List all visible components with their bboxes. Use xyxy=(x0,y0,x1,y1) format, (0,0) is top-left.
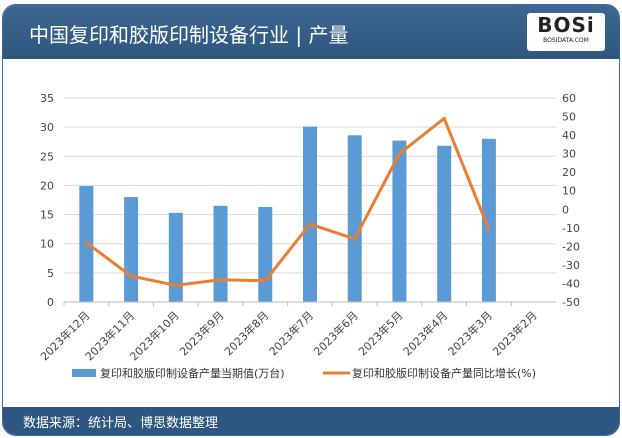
y-left-tick-label: 30 xyxy=(40,121,54,134)
x-tick-label: 2023年9月 xyxy=(176,308,226,358)
logo: BOSi BOSIDATA.COM xyxy=(527,13,605,51)
y-right-tick-label: 50 xyxy=(562,111,576,124)
y-right-tick-label: 30 xyxy=(562,148,576,161)
y-left-tick-label: 10 xyxy=(40,238,54,251)
x-tick-label: 2023年3月 xyxy=(445,308,495,358)
page-title: 中国复印和胶版印制设备行业 | 产量 xyxy=(29,23,349,47)
header-bar: 中国复印和胶版印制设备行业 | 产量 BOSi BOSIDATA.COM xyxy=(3,5,619,59)
bar xyxy=(437,145,452,302)
y-right-tick-label: -30 xyxy=(562,259,580,272)
bar xyxy=(213,205,228,302)
line-point xyxy=(353,237,357,241)
x-tick-label: 2023年6月 xyxy=(311,308,361,358)
x-tick-label: 2023年2月 xyxy=(490,308,540,358)
bar xyxy=(258,206,273,302)
logo-text: BOSi xyxy=(537,13,595,37)
y-right-tick-label: 40 xyxy=(562,129,576,142)
bar xyxy=(303,126,317,302)
y-left-tick-label: 0 xyxy=(47,296,54,309)
y-left-tick-label: 35 xyxy=(40,92,54,105)
x-tick-label: 2023年4月 xyxy=(400,308,450,358)
y-right-tick-label: 20 xyxy=(562,166,576,179)
y-right-tick-label: -20 xyxy=(562,240,580,253)
line-point xyxy=(174,283,178,287)
source-note: 数据来源：统计局、博思数据整理 xyxy=(23,416,219,431)
growth-line xyxy=(85,116,491,287)
y-left-tick-label: 15 xyxy=(40,209,54,222)
frame: 中国复印和胶版印制设备行业 | 产量 BOSi BOSIDATA.COM 数据来… xyxy=(2,4,620,436)
y-right-tick-label: 10 xyxy=(562,185,576,198)
line-point xyxy=(84,241,88,245)
x-tick-label: 2023年7月 xyxy=(266,308,316,358)
line-point xyxy=(442,116,446,120)
logo-sub: BOSIDATA.COM xyxy=(543,37,589,44)
bar xyxy=(347,135,362,302)
bar xyxy=(481,138,496,302)
line-point xyxy=(219,278,223,282)
bar xyxy=(124,197,139,302)
y-left-tick-label: 5 xyxy=(47,267,54,280)
y-right-tick-label: 60 xyxy=(562,92,576,105)
legend-bar-swatch xyxy=(72,369,96,377)
legend-line-label: 复印和胶版印制设备产量同比增长(%) xyxy=(352,366,536,380)
line-point xyxy=(397,152,401,156)
x-tick-label: 2023年8月 xyxy=(221,308,271,358)
x-tick-label: 2023年5月 xyxy=(355,308,405,358)
footer-bar: 数据来源：统计局、博思数据整理 xyxy=(3,407,619,435)
y-left-tick-label: 25 xyxy=(40,150,54,163)
line-point xyxy=(129,274,133,278)
bar xyxy=(392,140,407,302)
y-right-tick-label: -40 xyxy=(562,277,580,290)
y-right-tick-label: -10 xyxy=(562,222,580,235)
y-right-tick-label: -50 xyxy=(562,296,580,309)
bar xyxy=(168,212,183,302)
line-point xyxy=(263,279,267,283)
legend-bar-label: 复印和胶版印制设备产量当期值(万台) xyxy=(100,366,285,380)
y-right-tick-label: 0 xyxy=(562,203,569,216)
y-left-tick-label: 20 xyxy=(40,179,54,192)
line-point xyxy=(487,228,491,232)
line-point xyxy=(308,222,312,226)
